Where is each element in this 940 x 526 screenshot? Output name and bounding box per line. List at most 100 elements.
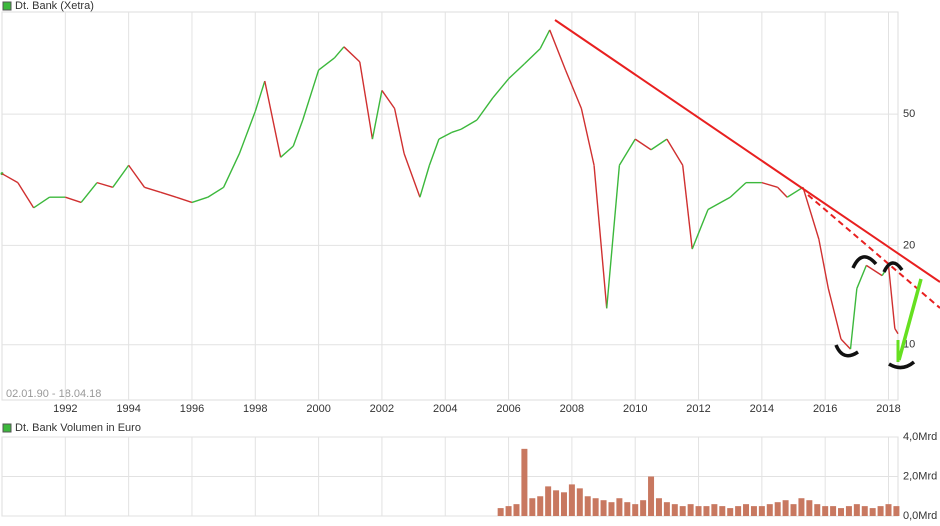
y-tick-label: 20 [903, 239, 915, 251]
price-segment [112, 164, 130, 188]
hand-mark [882, 261, 904, 273]
price-segment [65, 196, 82, 204]
price-segment [539, 29, 551, 49]
price-segment [894, 328, 899, 335]
volume-bar [806, 500, 813, 516]
volume-bar [553, 490, 560, 516]
legend-swatch [2, 1, 12, 11]
price-segment [451, 128, 462, 134]
hand-mark [851, 255, 878, 269]
price-segment [460, 119, 478, 130]
volume-bar [529, 498, 536, 516]
price-segment [96, 181, 114, 189]
volume-bar [513, 504, 520, 516]
x-tick-label: 2008 [560, 403, 584, 415]
volume-bar [663, 502, 670, 516]
price-segment [438, 131, 452, 140]
volume-bar [560, 492, 567, 516]
volume-bar [655, 498, 662, 516]
price-segment [238, 111, 256, 154]
price-segment [381, 90, 396, 109]
volume-bar [830, 506, 837, 516]
price-segment [33, 196, 50, 209]
volume-bar [687, 504, 694, 516]
volume-bar [861, 506, 868, 516]
volume-bar [766, 504, 773, 516]
price-segment [827, 288, 842, 340]
volume-bar [845, 506, 852, 516]
x-tick-label: 2004 [433, 403, 457, 415]
volume-bar [521, 448, 528, 516]
volume-bar [679, 506, 686, 516]
volume-bar [893, 506, 900, 516]
price-segment [802, 187, 820, 240]
volume-bar [798, 498, 805, 516]
x-tick-label: 2018 [876, 403, 900, 415]
price-segment [786, 186, 804, 198]
price-segment [606, 165, 621, 309]
price-segment [191, 196, 209, 204]
price-segment [292, 119, 304, 147]
x-tick-label: 2000 [306, 403, 330, 415]
price-segment [160, 191, 177, 198]
arrow-line [897, 278, 923, 361]
volume-bar [719, 506, 726, 516]
volume-bar [885, 504, 892, 516]
x-tick-label: 2002 [370, 403, 394, 415]
price-segment [818, 238, 830, 289]
price-segment [865, 264, 883, 277]
volume-bar [695, 506, 702, 516]
price-segment [333, 46, 345, 59]
volume-bar [814, 504, 821, 516]
price-segment [549, 29, 567, 71]
volume-bar [703, 506, 710, 516]
legend-swatch [2, 423, 12, 433]
hand-mark [888, 360, 916, 370]
price-segment [887, 265, 896, 329]
price-segment [128, 164, 146, 188]
price-segment [492, 78, 510, 99]
price-segment [1, 173, 19, 184]
volume-bar [584, 496, 591, 516]
price-segment [682, 165, 693, 250]
volume-bar [545, 486, 552, 516]
volume-bar [608, 502, 615, 516]
price-segment [80, 182, 98, 203]
y-tick-label: 2,0Mrd [903, 470, 937, 482]
y-tick-label: 50 [903, 108, 915, 120]
y-tick-label: 4,0Mrd [903, 431, 937, 443]
volume-bar [671, 504, 678, 516]
price-segment [777, 186, 788, 198]
price-segment [666, 138, 684, 166]
volume-bar [616, 498, 623, 516]
volume-bar [727, 508, 734, 516]
volume-bar [576, 488, 583, 516]
price-segment [593, 165, 608, 309]
volume-bar [640, 500, 647, 516]
legend: Dt. Bank Volumen in Euro [15, 422, 141, 434]
volume-bar [497, 508, 504, 516]
volume-bar [537, 496, 544, 516]
price-segment [302, 69, 320, 121]
volume-bar [853, 504, 860, 516]
range-label: 02.01.90 - 18.04.18 [6, 388, 101, 400]
price-segment [419, 165, 431, 198]
volume-bar [790, 504, 797, 516]
trend-line-dashed [807, 194, 940, 309]
x-tick-label: 2014 [750, 403, 774, 415]
price-segment [476, 97, 494, 121]
price-segment [254, 80, 266, 112]
price-segment [650, 138, 668, 151]
volume-bar [735, 506, 742, 516]
volume-bar [711, 504, 718, 516]
volume-bar [743, 504, 750, 516]
volume-bar [648, 476, 655, 516]
price-segment [393, 108, 405, 154]
volume-bar [592, 498, 599, 516]
price-segment [371, 90, 383, 140]
x-tick-label: 2010 [623, 403, 647, 415]
volume-bar [782, 500, 789, 516]
x-tick-label: 1994 [116, 403, 140, 415]
volume-bar [758, 506, 765, 516]
